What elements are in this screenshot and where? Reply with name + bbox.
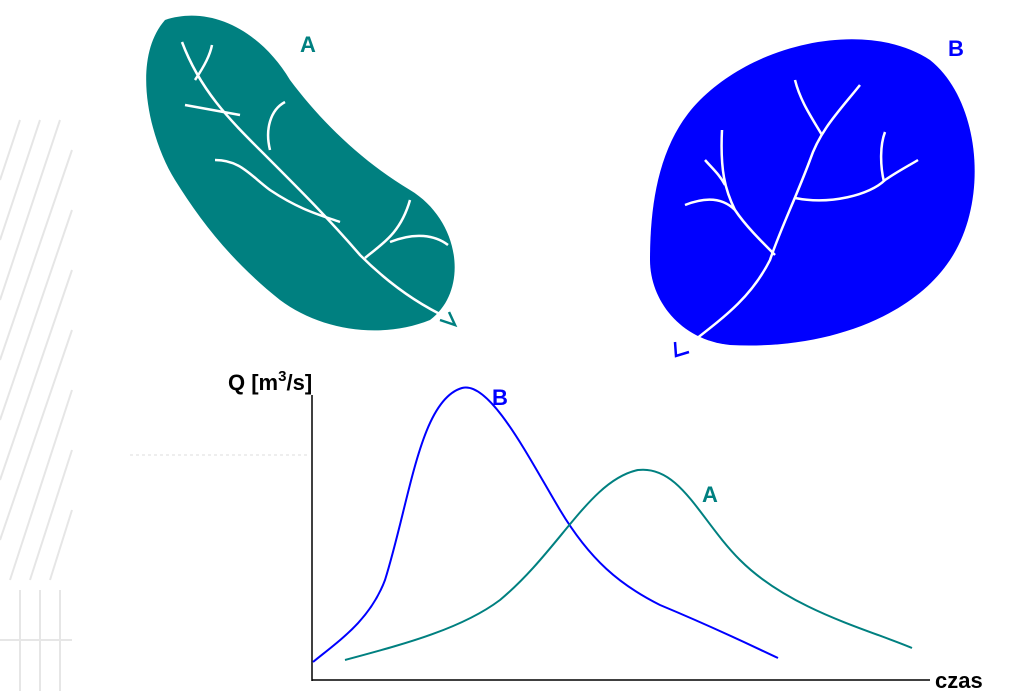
- curve-label: A: [702, 482, 718, 507]
- curve-label: B: [492, 385, 508, 410]
- decor-stripes: [0, 120, 72, 691]
- y-label-end: /s]: [286, 370, 312, 395]
- catchment-a: A: [146, 16, 455, 331]
- y-label-sup: 3: [278, 368, 286, 385]
- x-axis-label: czas: [935, 668, 983, 691]
- hydrograph: Q [m3/s] czas B A: [228, 368, 983, 691]
- catchment-shape: [650, 39, 975, 345]
- catchment-b: B: [650, 36, 975, 356]
- catchment-label: B: [948, 36, 964, 61]
- y-label-base: Q [m: [228, 370, 278, 395]
- diagram: A B Q [m3/s] czas B A: [0, 0, 1010, 691]
- page: A B Q [m3/s] czas B A (() => { const dat…: [0, 0, 1010, 691]
- curve-a: [345, 470, 912, 660]
- y-axis-label: Q [m3/s]: [228, 368, 312, 395]
- catchment-label: A: [300, 32, 316, 57]
- curve-b: [313, 387, 778, 662]
